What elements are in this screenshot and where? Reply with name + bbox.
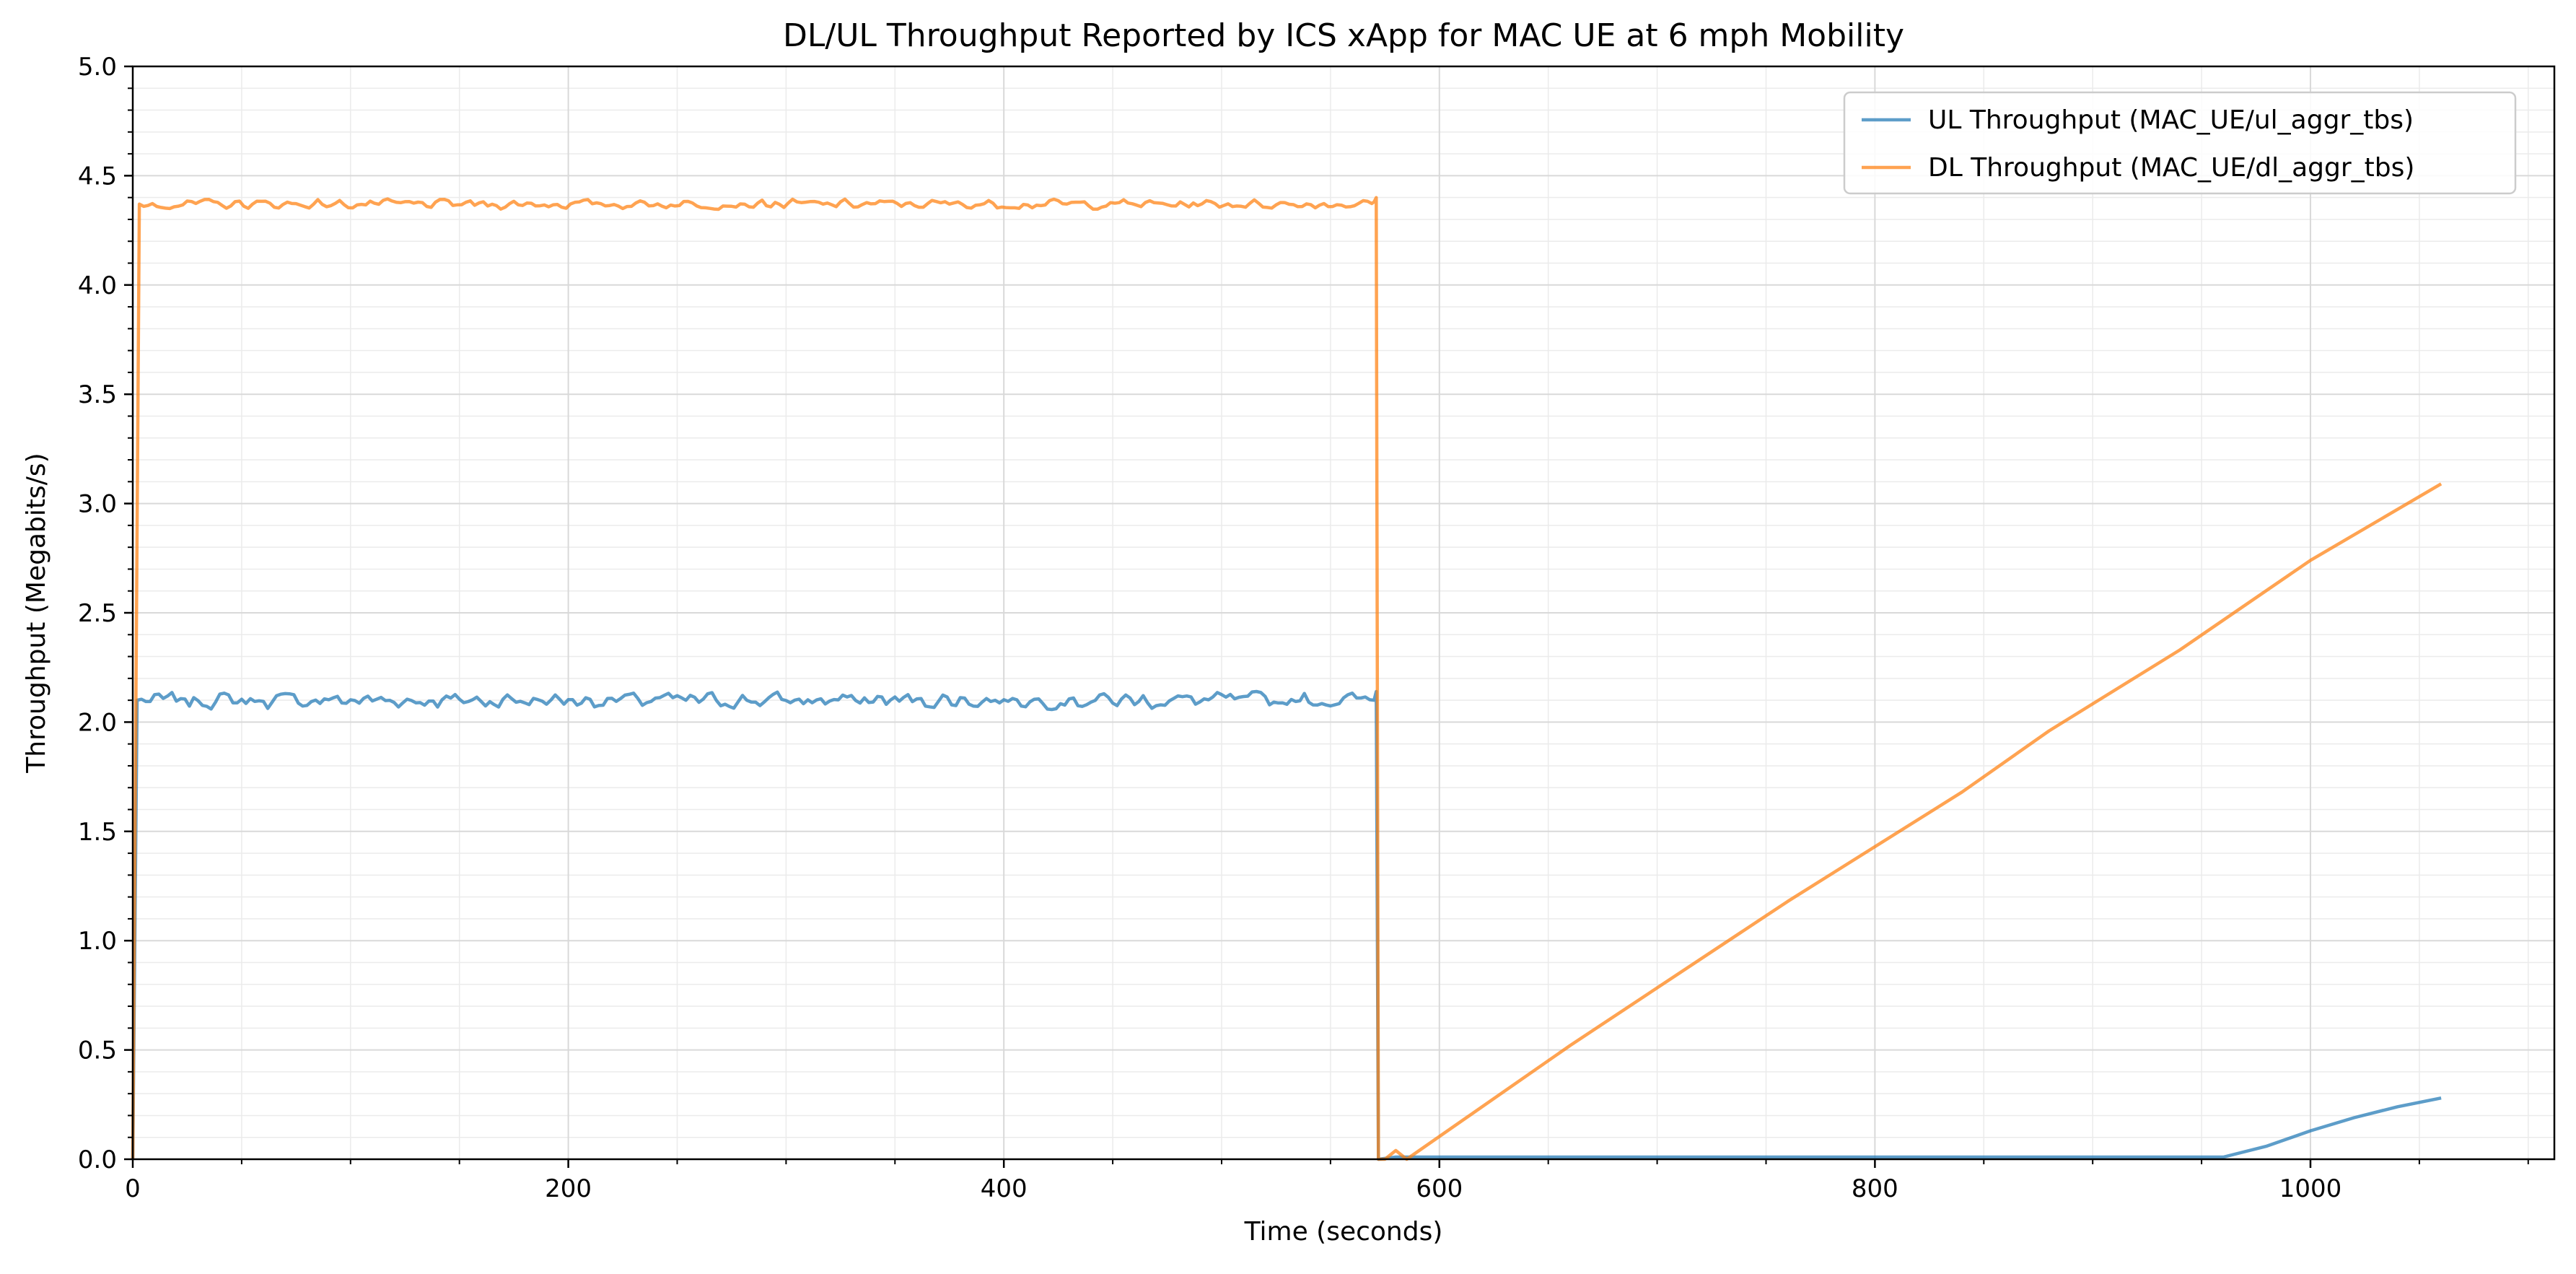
x-axis-label: Time (seconds) bbox=[1244, 1217, 1443, 1247]
series-layer bbox=[131, 196, 2443, 1161]
x-tick-label: 200 bbox=[545, 1174, 592, 1203]
y-tick-label: 5.0 bbox=[78, 53, 117, 82]
x-tick-label: 800 bbox=[1852, 1174, 1898, 1203]
y-tick-label: 0.0 bbox=[78, 1146, 117, 1174]
chart-title: DL/UL Throughput Reported by ICS xApp fo… bbox=[783, 17, 1904, 54]
x-tick-label: 600 bbox=[1416, 1174, 1463, 1203]
series-line-ul bbox=[131, 689, 2442, 1161]
y-tick-label: 3.0 bbox=[78, 490, 117, 519]
ticks-layer: 0 200 400 600 800 1000 0.0 0.5 1.0 1.5 2.0 2.5 3.0 3.… bbox=[78, 53, 2529, 1203]
legend: UL Throughput (MAC_UE/ul_aggr_tbs) DL Thr… bbox=[1843, 91, 2517, 195]
y-tick-label: 4.0 bbox=[78, 271, 117, 300]
y-tick-label: 4.5 bbox=[78, 162, 117, 191]
y-tick-label: 0.5 bbox=[78, 1037, 117, 1065]
y-tick-label: 1.0 bbox=[78, 927, 117, 956]
legend-box bbox=[1843, 91, 2517, 195]
y-tick-label: 1.5 bbox=[78, 818, 117, 847]
y-tick-label: 2.5 bbox=[78, 599, 117, 628]
grid-layer bbox=[132, 66, 2554, 1160]
series-line-dl bbox=[131, 196, 2443, 1161]
legend-label: UL Throughput (MAC_UE/ul_aggr_tbs) bbox=[1928, 105, 2414, 135]
legend-label: DL Throughput (MAC_UE/dl_aggr_tbs) bbox=[1928, 153, 2414, 183]
y-tick-label: 3.5 bbox=[78, 380, 117, 409]
y-axis-label: Throughput (Megabits/s) bbox=[22, 453, 51, 773]
x-tick-label: 1000 bbox=[2279, 1174, 2342, 1203]
y-tick-label: 2.0 bbox=[78, 708, 117, 737]
x-tick-label: 400 bbox=[981, 1174, 1028, 1203]
x-tick-label: 0 bbox=[125, 1174, 141, 1203]
